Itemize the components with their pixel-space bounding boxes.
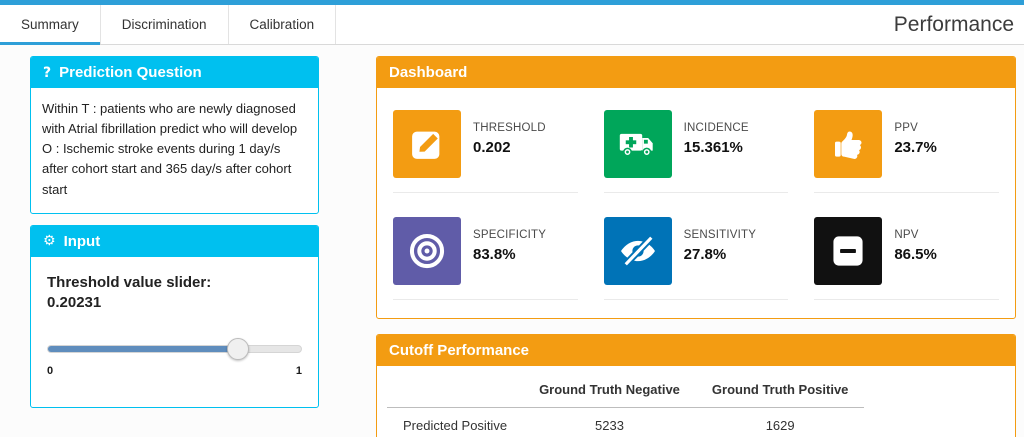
info-box-text: INCIDENCE 15.361%: [684, 110, 749, 156]
eye-slash-icon: [603, 217, 672, 285]
info-box-text: NPV 86.5%: [894, 217, 937, 263]
input-panel: ⚙ Input Threshold value slider: 0.20231 …: [30, 224, 319, 408]
right-column: Dashboard THRESHOLD 0.202: [376, 56, 1016, 437]
cutoff-performance-panel: Cutoff Performance Ground Truth Negative…: [376, 334, 1016, 437]
cutoff-col-ground-truth-positive: Ground Truth Positive: [695, 372, 865, 408]
slider-max-label: 1: [295, 364, 302, 377]
thumbs-up-icon: [814, 110, 883, 178]
info-box-specificity: SPECIFICITY 83.8%: [393, 217, 578, 300]
slider-min-label: 0: [47, 364, 54, 377]
threshold-slider: 0 1: [47, 337, 302, 377]
prediction-question-text: Within T : patients who are newly diagno…: [42, 101, 298, 197]
info-box-label: SPECIFICITY: [473, 229, 547, 241]
tab-calibration-label: Calibration: [249, 17, 315, 32]
dashboard-grid: THRESHOLD 0.202: [377, 88, 1015, 318]
tab-discrimination[interactable]: Discrimination: [100, 5, 229, 44]
info-box-value: 15.361%: [683, 139, 743, 156]
page-title: Performance: [893, 12, 1014, 36]
info-box-text: THRESHOLD 0.202: [473, 110, 546, 156]
input-panel-body: Threshold value slider: 0.20231 0 1: [31, 257, 318, 407]
tab-calibration[interactable]: Calibration: [228, 5, 337, 44]
info-box-threshold: THRESHOLD 0.202: [393, 110, 578, 193]
cutoff-performance-body: Ground Truth Negative Ground Truth Posit…: [377, 366, 1015, 437]
info-box-text: SPECIFICITY 83.8%: [473, 217, 546, 263]
info-box-label: NPV: [894, 229, 919, 241]
prediction-question-header: ? Prediction Question: [31, 57, 318, 88]
info-box-text: PPV 23.7%: [894, 110, 937, 156]
cutoff-table: Ground Truth Negative Ground Truth Posit…: [387, 372, 865, 437]
dashboard-panel: Dashboard THRESHOLD 0.202: [376, 56, 1016, 319]
cell-negative-count: 5233: [523, 407, 696, 437]
cell-positive-count: 1629: [695, 407, 865, 437]
info-box-value: 86.5%: [894, 246, 937, 263]
info-box-label: THRESHOLD: [473, 122, 546, 134]
info-box-value: 83.8%: [473, 246, 516, 263]
question-icon: ?: [43, 64, 52, 81]
gear-icon: ⚙: [43, 233, 56, 250]
cutoff-performance-header: Cutoff Performance: [377, 335, 1015, 366]
cutoff-col-rowname: [387, 372, 524, 408]
slider-current-value: 0.20231: [47, 293, 102, 311]
dashboard-title: Dashboard: [389, 64, 468, 81]
info-box-npv: NPV 86.5%: [814, 217, 999, 300]
info-box-label: PPV: [894, 122, 918, 134]
info-box-ppv: PPV 23.7%: [814, 110, 999, 193]
info-box-value: 0.202: [473, 139, 511, 156]
slider-track[interactable]: [47, 337, 302, 360]
tab-summary-label: Summary: [21, 17, 79, 32]
ambulance-icon: [603, 110, 672, 178]
input-panel-title: Input: [63, 232, 101, 250]
info-box-sensitivity: SENSITIVITY 27.8%: [603, 217, 789, 300]
slider-handle[interactable]: [226, 337, 249, 360]
info-box-label: SENSITIVITY: [683, 229, 757, 241]
tab-summary[interactable]: Summary: [0, 5, 101, 45]
cutoff-table-header-row: Ground Truth Negative Ground Truth Posit…: [387, 372, 865, 408]
minus-square-icon: [814, 217, 883, 285]
info-box-text: SENSITIVITY 27.8%: [684, 217, 757, 263]
top-accent-bar: [0, 0, 1024, 5]
info-box-incidence: INCIDENCE 15.361%: [603, 110, 789, 193]
main-content: ? Prediction Question Within T : patient…: [0, 45, 1024, 437]
tab-discrimination-label: Discrimination: [121, 17, 207, 32]
tab-bar: Summary Discrimination Calibration Perfo…: [0, 5, 1024, 45]
info-box-label: INCIDENCE: [683, 122, 749, 134]
info-box-value: 23.7%: [894, 139, 937, 156]
cutoff-performance-title: Cutoff Performance: [389, 342, 530, 359]
dashboard-header: Dashboard: [377, 57, 1015, 88]
slider-range-labels: 0 1: [47, 365, 302, 377]
bullseye-icon: [393, 217, 461, 285]
left-column: ? Prediction Question Within T : patient…: [30, 56, 319, 408]
table-row: Predicted Positive 5233 1629: [387, 407, 865, 437]
cutoff-col-ground-truth-negative: Ground Truth Negative: [523, 372, 696, 408]
row-label-predicted-positive: Predicted Positive: [387, 407, 524, 437]
slider-fill: [48, 345, 238, 352]
prediction-question-panel: ? Prediction Question Within T : patient…: [30, 56, 319, 214]
slider-label: Threshold value slider:: [47, 273, 212, 291]
prediction-question-title: Prediction Question: [59, 64, 202, 81]
edit-icon: [393, 110, 461, 178]
info-box-value: 27.8%: [683, 246, 727, 263]
input-panel-header: ⚙ Input: [31, 225, 318, 257]
